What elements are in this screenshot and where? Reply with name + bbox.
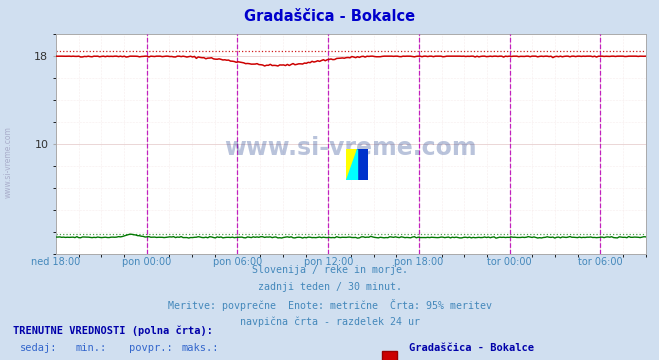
Text: navpična črta - razdelek 24 ur: navpična črta - razdelek 24 ur — [239, 316, 420, 327]
Text: zadnji teden / 30 minut.: zadnji teden / 30 minut. — [258, 282, 401, 292]
Polygon shape — [346, 149, 357, 180]
Text: www.si-vreme.com: www.si-vreme.com — [225, 136, 477, 161]
Text: www.si-vreme.com: www.si-vreme.com — [4, 126, 13, 198]
Text: pon 06:00: pon 06:00 — [213, 257, 262, 267]
Text: Meritve: povprečne  Enote: metrične  Črta: 95% meritev: Meritve: povprečne Enote: metrične Črta:… — [167, 299, 492, 311]
Text: tor 06:00: tor 06:00 — [578, 257, 623, 267]
Text: Gradaščica - Bokalce: Gradaščica - Bokalce — [244, 9, 415, 24]
Polygon shape — [346, 149, 357, 180]
Text: pon 00:00: pon 00:00 — [122, 257, 171, 267]
Text: Slovenija / reke in morje.: Slovenija / reke in morje. — [252, 265, 407, 275]
Text: TRENUTNE VREDNOSTI (polna črta):: TRENUTNE VREDNOSTI (polna črta): — [13, 326, 213, 336]
Text: pon 12:00: pon 12:00 — [304, 257, 353, 267]
Text: Gradaščica - Bokalce: Gradaščica - Bokalce — [409, 343, 534, 353]
Text: povpr.:: povpr.: — [129, 343, 172, 353]
Text: min.:: min.: — [76, 343, 107, 353]
Polygon shape — [357, 149, 368, 180]
Text: tor 00:00: tor 00:00 — [488, 257, 532, 267]
Text: ned 18:00: ned 18:00 — [32, 257, 80, 267]
Text: sedaj:: sedaj: — [20, 343, 57, 353]
Text: pon 18:00: pon 18:00 — [394, 257, 444, 267]
Text: maks.:: maks.: — [181, 343, 219, 353]
